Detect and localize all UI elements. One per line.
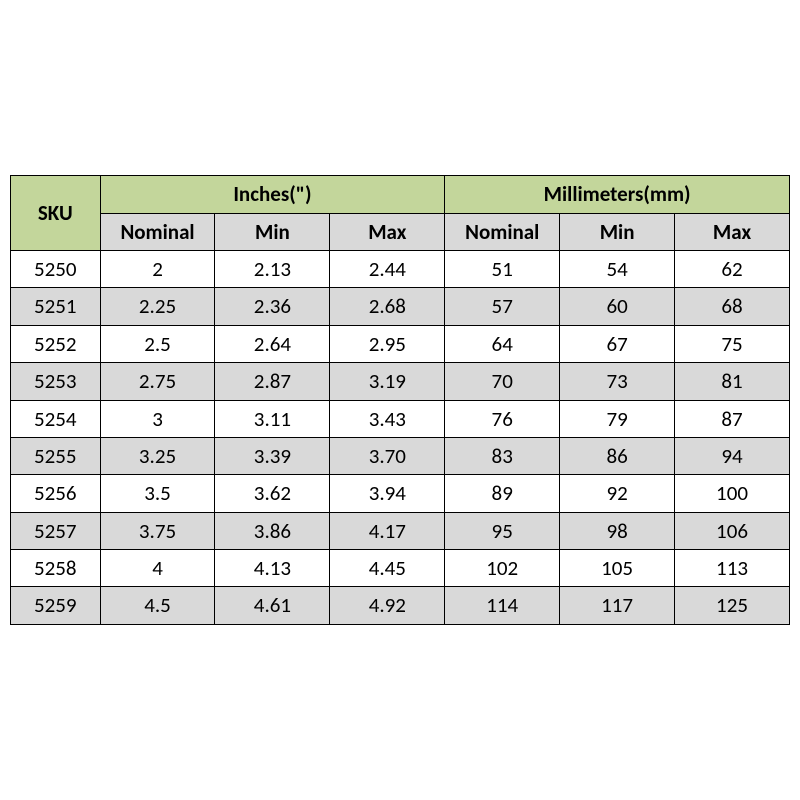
table-cell: 5259 (11, 587, 101, 624)
table-cell: 2.75 (100, 363, 215, 400)
table-row: 525022.132.44515462 (11, 251, 790, 288)
table-cell: 3.43 (330, 400, 445, 437)
table-cell: 2.5 (100, 325, 215, 362)
table-cell: 94 (675, 437, 790, 474)
table-row: 52532.752.873.19707381 (11, 363, 790, 400)
table-cell: 87 (675, 400, 790, 437)
table-cell: 125 (675, 587, 790, 624)
table-cell: 5252 (11, 325, 101, 362)
table-cell: 4.13 (215, 549, 330, 586)
table-cell: 3.19 (330, 363, 445, 400)
table-cell: 106 (675, 512, 790, 549)
table-cell: 2.13 (215, 251, 330, 288)
header-mm-nominal: Nominal (445, 213, 560, 250)
table-row: 52573.753.864.179598106 (11, 512, 790, 549)
table-cell: 67 (560, 325, 675, 362)
table-cell: 75 (675, 325, 790, 362)
table-cell: 60 (560, 288, 675, 325)
table-row: 52512.252.362.68576068 (11, 288, 790, 325)
table-cell: 5254 (11, 400, 101, 437)
table-cell: 3.25 (100, 437, 215, 474)
header-mm-max: Max (675, 213, 790, 250)
table-cell: 113 (675, 549, 790, 586)
table-cell: 117 (560, 587, 675, 624)
table-cell: 2.25 (100, 288, 215, 325)
table-cell: 5257 (11, 512, 101, 549)
header-inches-nominal: Nominal (100, 213, 215, 250)
table-body: 525022.132.4451546252512.252.362.6857606… (11, 251, 790, 624)
table-cell: 3 (100, 400, 215, 437)
table-cell: 64 (445, 325, 560, 362)
table-cell: 2.68 (330, 288, 445, 325)
table-cell: 70 (445, 363, 560, 400)
table-cell: 5256 (11, 475, 101, 512)
table-cell: 4.5 (100, 587, 215, 624)
table-cell: 92 (560, 475, 675, 512)
table-cell: 2.44 (330, 251, 445, 288)
table-cell: 5255 (11, 437, 101, 474)
table-cell: 2.64 (215, 325, 330, 362)
table-cell: 81 (675, 363, 790, 400)
table-row: 52594.54.614.92114117125 (11, 587, 790, 624)
table-cell: 105 (560, 549, 675, 586)
table-cell: 2 (100, 251, 215, 288)
header-inches-min: Min (215, 213, 330, 250)
table-cell: 4.45 (330, 549, 445, 586)
header-mm-min: Min (560, 213, 675, 250)
table-row: 52563.53.623.948992100 (11, 475, 790, 512)
table-cell: 83 (445, 437, 560, 474)
table-cell: 2.87 (215, 363, 330, 400)
table-cell: 3.75 (100, 512, 215, 549)
table-cell: 2.36 (215, 288, 330, 325)
table-cell: 3.39 (215, 437, 330, 474)
table-cell: 86 (560, 437, 675, 474)
table-cell: 62 (675, 251, 790, 288)
table-cell: 4 (100, 549, 215, 586)
table-cell: 100 (675, 475, 790, 512)
table-cell: 76 (445, 400, 560, 437)
header-sku: SKU (11, 176, 101, 251)
table-cell: 89 (445, 475, 560, 512)
table-cell: 4.61 (215, 587, 330, 624)
table-row: 52522.52.642.95646775 (11, 325, 790, 362)
table-cell: 102 (445, 549, 560, 586)
header-inches-group: Inches(") (100, 176, 445, 213)
table-row: 525433.113.43767987 (11, 400, 790, 437)
table-cell: 3.94 (330, 475, 445, 512)
table-header: SKU Inches(") Millimeters(mm) Nominal Mi… (11, 176, 790, 251)
table-cell: 5251 (11, 288, 101, 325)
table-cell: 68 (675, 288, 790, 325)
table-cell: 4.92 (330, 587, 445, 624)
table-cell: 98 (560, 512, 675, 549)
table-cell: 3.11 (215, 400, 330, 437)
table-cell: 5258 (11, 549, 101, 586)
table-cell: 114 (445, 587, 560, 624)
table-row: 525844.134.45102105113 (11, 549, 790, 586)
table-cell: 51 (445, 251, 560, 288)
table-cell: 4.17 (330, 512, 445, 549)
table-cell: 95 (445, 512, 560, 549)
table-cell: 5250 (11, 251, 101, 288)
table-cell: 2.95 (330, 325, 445, 362)
table-row: 52553.253.393.70838694 (11, 437, 790, 474)
table-cell: 79 (560, 400, 675, 437)
table-cell: 73 (560, 363, 675, 400)
table-cell: 54 (560, 251, 675, 288)
table-cell: 57 (445, 288, 560, 325)
table-cell: 3.86 (215, 512, 330, 549)
size-chart-table: SKU Inches(") Millimeters(mm) Nominal Mi… (10, 175, 790, 624)
header-inches-max: Max (330, 213, 445, 250)
header-mm-group: Millimeters(mm) (445, 176, 790, 213)
table-cell: 3.70 (330, 437, 445, 474)
table-cell: 5253 (11, 363, 101, 400)
table-cell: 3.5 (100, 475, 215, 512)
table-cell: 3.62 (215, 475, 330, 512)
